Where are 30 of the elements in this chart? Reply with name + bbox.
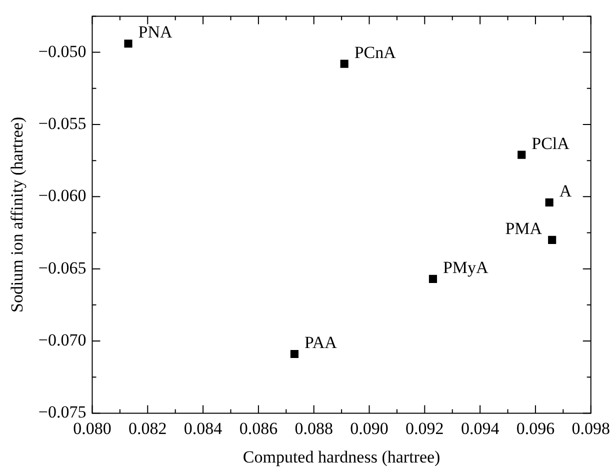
y-tick-label: −0.065 <box>38 258 86 278</box>
point <box>545 198 554 206</box>
x-tick-label: 0.084 <box>184 418 223 438</box>
x-tick-label: 0.088 <box>294 418 333 438</box>
x-tick-label: 0.096 <box>516 418 555 438</box>
annotation: PCnA <box>354 42 397 62</box>
annotation: PClA <box>532 134 570 153</box>
point <box>518 150 526 159</box>
y-tick-label: −0.070 <box>38 330 86 350</box>
annotation: PMA <box>505 218 543 238</box>
point <box>124 40 132 48</box>
point <box>428 274 438 283</box>
x-tick-label: 0.086 <box>239 418 278 438</box>
y-tick-label: −0.055 <box>38 114 86 133</box>
y-tick-label: −0.060 <box>38 186 86 206</box>
annotation: PMyA <box>442 258 490 277</box>
annotation: PNA <box>138 22 173 42</box>
x-tick-label: 0.098 <box>572 418 610 438</box>
y-tick-label: −0.050 <box>38 42 86 61</box>
x-tick-label: 0.094 <box>460 418 500 438</box>
x-tick-label: 0.090 <box>350 418 388 438</box>
point <box>548 236 556 244</box>
point <box>290 350 298 358</box>
x-tick-label: 0.092 <box>406 418 444 438</box>
point <box>340 60 348 68</box>
annotation: A <box>559 181 572 200</box>
x-tick-label: 0.082 <box>128 418 167 438</box>
y-axis-title: Sodium ion affinity (hartree) <box>8 116 27 313</box>
annotation: PAA <box>304 333 338 352</box>
x-axis-title: Computed hardness (hartree) <box>242 447 440 466</box>
